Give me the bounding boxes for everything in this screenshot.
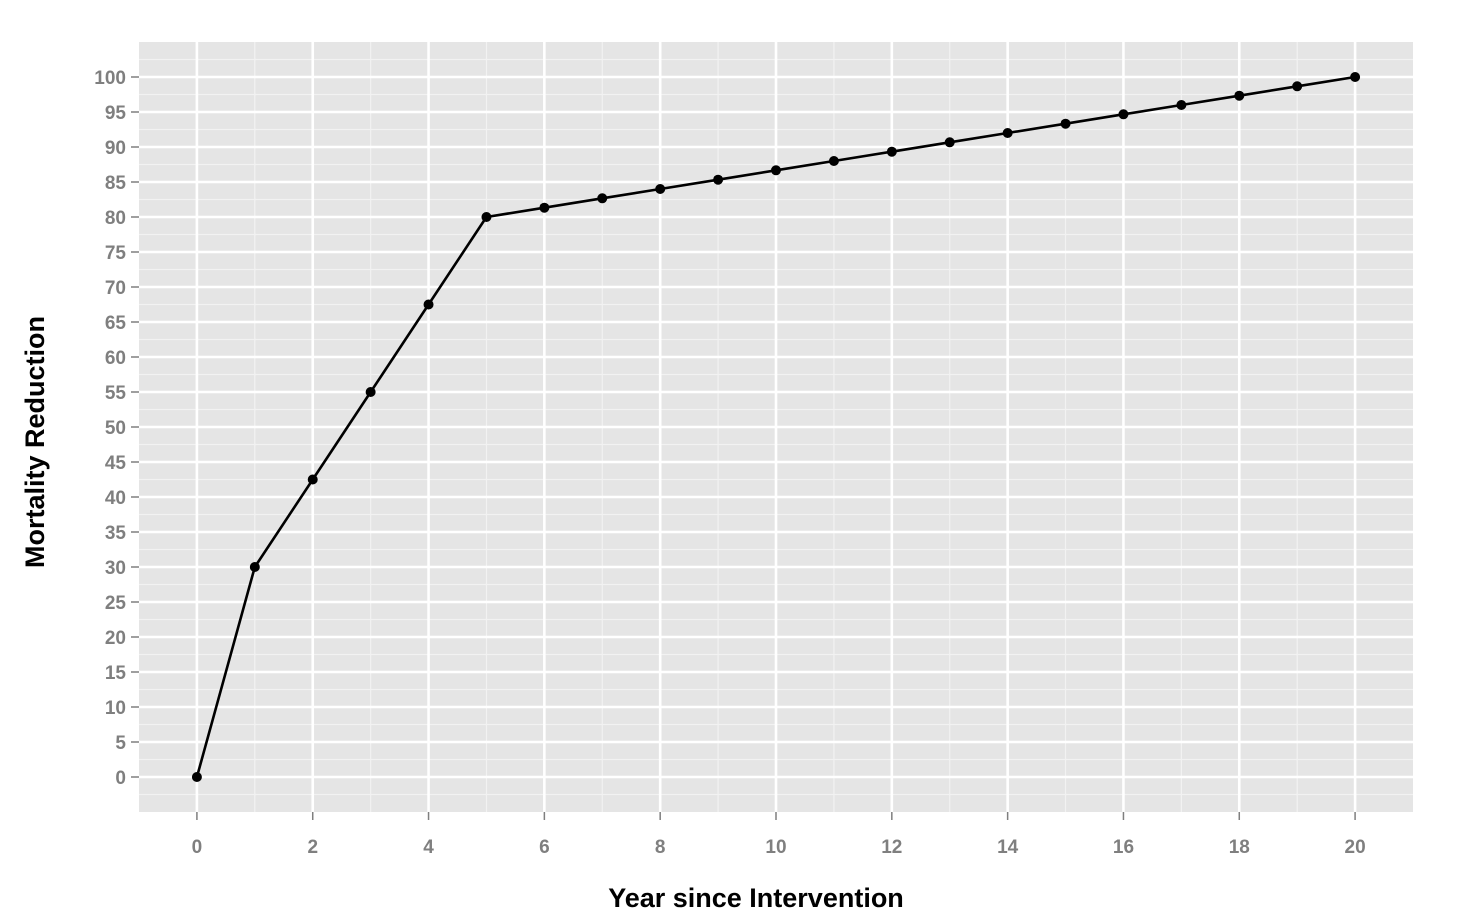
data-point <box>423 299 434 310</box>
x-tick-label: 4 <box>423 837 434 858</box>
data-point <box>828 156 839 166</box>
y-tick-label: 20 <box>105 628 126 649</box>
y-tick-label: 30 <box>105 558 126 579</box>
y-tick-label: 35 <box>105 523 127 544</box>
data-point <box>944 137 955 148</box>
data-point <box>249 562 260 572</box>
y-tick-label: 95 <box>105 103 127 124</box>
y-tick-label: 65 <box>105 313 127 334</box>
series-points <box>191 72 1361 782</box>
y-tick-label: 100 <box>94 68 126 89</box>
y-axis: 0 5 10 15 20 25 30 35 40 45 50 55 60 65 70 75 80 85 90 95 10… <box>94 68 139 789</box>
y-tick-label: 50 <box>105 418 126 439</box>
y-tick-label: 75 <box>105 243 127 264</box>
data-point <box>1350 72 1361 82</box>
x-tick-label: 0 <box>192 837 203 858</box>
y-tick-label: 0 <box>115 768 126 789</box>
y-tick-label: 70 <box>105 278 126 299</box>
y-tick-label: 45 <box>105 453 127 474</box>
x-tick-label: 12 <box>881 837 902 858</box>
y-tick-label: 25 <box>105 593 127 614</box>
y-tick-label: 5 <box>115 733 126 754</box>
y-tick-label: 10 <box>105 698 126 719</box>
x-tick-label: 6 <box>539 837 550 858</box>
y-tick-label: 40 <box>105 488 126 509</box>
data-point <box>307 474 318 485</box>
data-point <box>191 772 202 782</box>
x-axis: 0 2 4 6 8 10 12 14 16 18 20 <box>192 812 1366 858</box>
x-tick-label: 2 <box>307 837 318 858</box>
x-tick-label: 20 <box>1345 837 1366 858</box>
data-point <box>481 212 492 222</box>
data-point <box>539 202 550 213</box>
x-axis-title: Year since Intervention <box>608 883 904 913</box>
major-gridlines <box>139 42 1413 812</box>
y-tick-label: 90 <box>105 138 126 159</box>
data-point <box>886 146 897 157</box>
data-point <box>1292 81 1303 92</box>
x-tick-label: 14 <box>997 837 1019 858</box>
y-tick-label: 80 <box>105 208 126 229</box>
data-point <box>1176 100 1187 110</box>
data-point <box>655 184 666 194</box>
y-axis-title: Mortality Reduction <box>20 316 50 568</box>
data-point <box>365 387 376 397</box>
data-point <box>1118 109 1129 120</box>
data-point <box>597 193 608 204</box>
data-point <box>1002 128 1013 138</box>
data-point <box>713 174 724 185</box>
data-point <box>1234 90 1245 101</box>
x-tick-label: 16 <box>1113 837 1134 858</box>
data-point <box>1060 118 1071 129</box>
y-tick-label: 60 <box>105 348 126 369</box>
x-tick-label: 8 <box>655 837 666 858</box>
y-tick-label: 15 <box>105 663 127 684</box>
y-tick-label: 85 <box>105 173 127 194</box>
x-tick-label: 18 <box>1229 837 1250 858</box>
data-point <box>771 165 781 176</box>
y-tick-label: 55 <box>105 383 127 404</box>
x-tick-label: 10 <box>765 837 786 858</box>
